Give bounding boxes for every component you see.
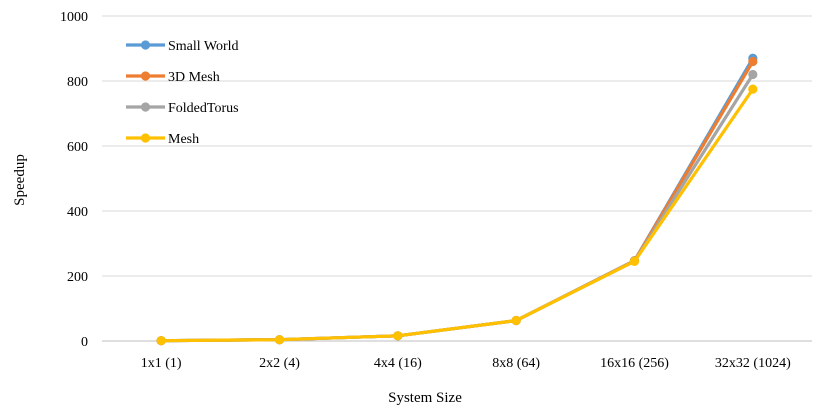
- data-point: [748, 57, 757, 66]
- x-tick-label: 16x16 (256): [600, 356, 669, 371]
- data-point: [748, 85, 757, 94]
- data-point: [393, 331, 402, 340]
- y-tick-label: 600: [67, 140, 88, 155]
- x-axis-title: System Size: [388, 390, 462, 406]
- legend-marker: [141, 40, 150, 49]
- series-1: [157, 57, 758, 345]
- legend-label: FoldedTorus: [168, 101, 239, 116]
- series-0: [157, 54, 758, 346]
- data-point: [748, 70, 757, 79]
- gridlines: [102, 16, 812, 276]
- x-tick-label: 4x4 (16): [374, 356, 422, 371]
- y-tick-label: 0: [81, 335, 88, 350]
- y-tick-label: 200: [67, 270, 88, 285]
- x-tick-label: 32x32 (1024): [715, 356, 791, 371]
- y-tick-label: 400: [67, 205, 88, 220]
- legend-item: Mesh: [126, 132, 199, 147]
- y-tick-label: 1000: [60, 10, 88, 25]
- legend-item: Small World: [126, 39, 239, 54]
- data-point: [275, 335, 284, 344]
- x-tick-label: 8x8 (64): [492, 356, 540, 371]
- series-layer: [157, 54, 758, 346]
- legend-marker: [141, 133, 150, 142]
- legend: Small World 3D Mesh FoldedTorus Mesh: [126, 39, 239, 147]
- y-axis-title: Speedup: [12, 154, 28, 206]
- series-3: [157, 85, 758, 346]
- legend-label: 3D Mesh: [168, 70, 220, 85]
- legend-marker: [141, 102, 150, 111]
- legend-label: Mesh: [168, 132, 199, 147]
- y-axis-tick-labels: 0 200 400 600 800 1000: [60, 10, 88, 350]
- x-tick-label: 1x1 (1): [141, 356, 182, 371]
- x-tick-label: 2x2 (4): [259, 356, 300, 371]
- x-axis-tick-labels: 1x1 (1) 2x2 (4) 4x4 (16) 8x8 (64) 16x16 (256…: [141, 356, 791, 371]
- legend-item: FoldedTorus: [126, 101, 239, 116]
- series-2: [157, 70, 758, 345]
- y-tick-label: 800: [67, 75, 88, 90]
- legend-marker: [141, 71, 150, 80]
- data-point: [157, 336, 166, 345]
- legend-label: Small World: [168, 39, 239, 54]
- data-point: [512, 316, 521, 325]
- series-line: [161, 58, 753, 340]
- legend-item: 3D Mesh: [126, 70, 220, 85]
- data-point: [630, 257, 639, 266]
- series-line: [161, 62, 753, 341]
